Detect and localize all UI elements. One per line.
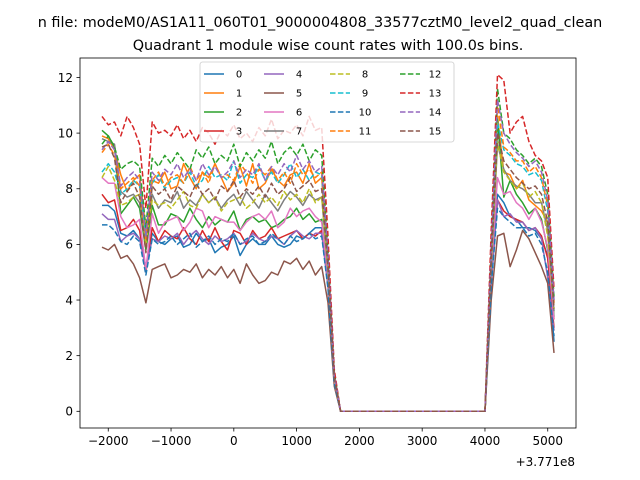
x-tick-label: 3000 (407, 434, 438, 448)
series-group (101, 73, 555, 413)
y-tick-label: 12 (58, 71, 73, 85)
x-tick-label: 1000 (281, 434, 312, 448)
x-tick-label: 0 (230, 434, 238, 448)
x-tick-label: −1000 (151, 434, 192, 448)
x-axis-offset-label: +3.771e8 (516, 455, 575, 469)
legend-label-2: 2 (236, 108, 242, 119)
legend-label-11: 11 (359, 127, 372, 138)
legend-label-1: 1 (236, 89, 242, 100)
legend-label-9: 9 (362, 89, 368, 100)
legend-label-10: 10 (359, 108, 372, 119)
x-tick-label: −2000 (88, 434, 129, 448)
axes-frame (79, 57, 577, 429)
y-tick-label: 6 (65, 238, 73, 252)
legend-label-0: 0 (236, 70, 242, 81)
legend-box (199, 61, 455, 143)
legend-label-13: 13 (429, 89, 442, 100)
legend-label-3: 3 (236, 127, 242, 138)
legend-label-15: 15 (429, 127, 442, 138)
x-tick-label: 5000 (532, 434, 563, 448)
series-line-14 (101, 98, 555, 413)
legend-label-5: 5 (296, 89, 302, 100)
legend-label-14: 14 (429, 108, 442, 119)
legend-label-12: 12 (429, 70, 442, 81)
x-tick-label: 4000 (470, 434, 501, 448)
x-tick-label: 2000 (344, 434, 375, 448)
y-tick-label: 10 (58, 126, 73, 140)
y-tick-label: 4 (65, 293, 73, 307)
plot-area (79, 57, 577, 429)
x-axis: −2000 −1000 0 1000 2000 3000 4000 5000 (88, 428, 563, 448)
legend-label-7: 7 (296, 127, 302, 138)
y-tick-label: 8 (65, 182, 73, 196)
y-tick-label: 0 (65, 405, 73, 419)
figure-suptitle: n file: modeM0/AS1A11_060T01_9000004808_… (38, 15, 603, 31)
chart-title: Quadrant 1 module wise count rates with … (133, 38, 524, 54)
y-axis: 0 2 4 6 8 10 12 (58, 71, 80, 419)
legend-label-6: 6 (296, 108, 302, 119)
y-tick-label: 2 (65, 349, 73, 363)
legend-label-4: 4 (296, 70, 302, 81)
legend-label-8: 8 (362, 70, 368, 81)
